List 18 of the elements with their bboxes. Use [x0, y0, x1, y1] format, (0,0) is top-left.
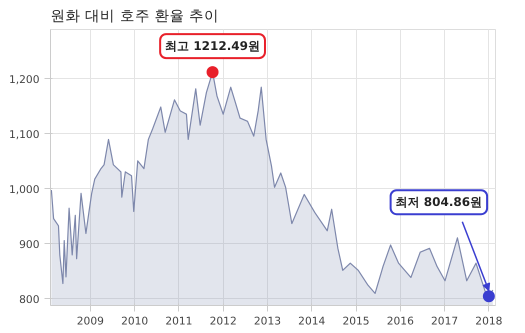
x-tick-label: 2009 [76, 314, 104, 328]
x-tick-label: 2017 [431, 314, 458, 328]
chart-title: 원화 대비 호주 환율 추이 [50, 8, 220, 24]
x-tick-label: 2012 [210, 314, 237, 328]
x-tick-label: 2011 [165, 314, 192, 328]
x-tick-label: 2015 [342, 314, 370, 328]
x-tick-label: 2014 [298, 314, 326, 328]
y-tick-label: 1,200 [8, 72, 40, 86]
annotation: 최저 804.86원 [396, 195, 482, 210]
annotation: 최고 1212.49원 [165, 39, 260, 54]
y-tick-label: 900 [19, 238, 40, 251]
x-tick-label: 2016 [386, 314, 414, 328]
x-tick-label: 2010 [121, 314, 148, 328]
y-tick-label: 800 [19, 292, 40, 306]
x-tick-label: 2013 [254, 314, 282, 328]
y-tick-label: 1,100 [8, 128, 40, 141]
x-tick-label: 2018 [475, 314, 503, 328]
y-tick-label: 1,000 [8, 182, 40, 196]
